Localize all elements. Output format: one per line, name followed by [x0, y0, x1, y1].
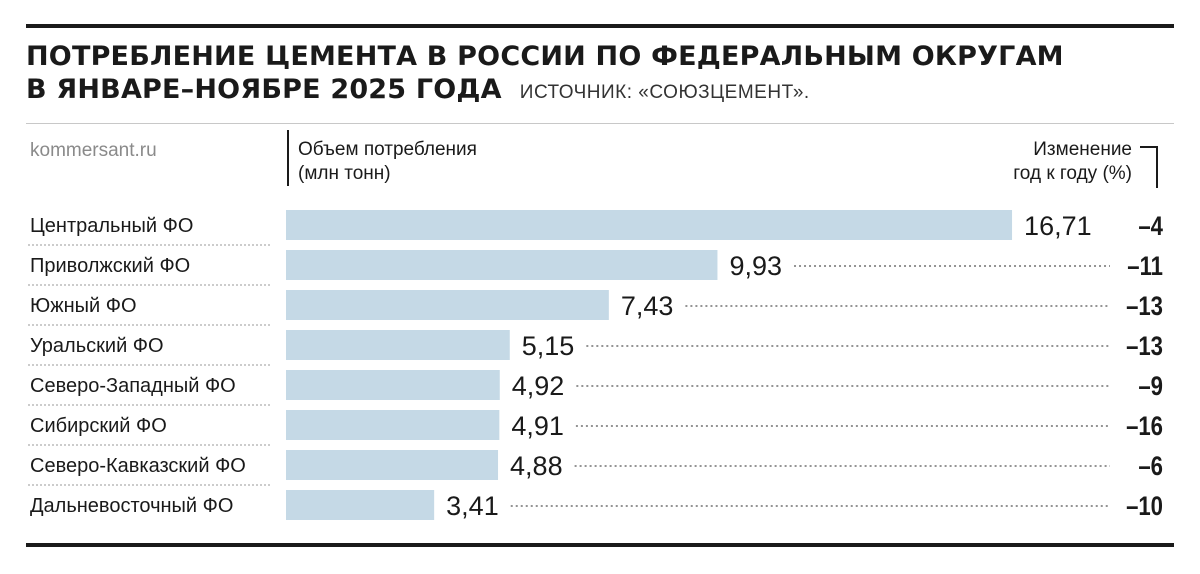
title-line-2: В ЯНВАРЕ–НОЯБРЕ 2025 ГОДА ИСТОЧНИК: «СОЮЗ… — [26, 73, 1064, 109]
bottom-rule — [26, 543, 1174, 547]
value-label: 4,91 — [511, 411, 564, 441]
volume-header-line-1: Объем потребления — [298, 139, 477, 160]
site-label: kommersant.ru — [30, 140, 157, 161]
category-label: Приволжский ФО — [30, 255, 190, 277]
change-label: –6 — [1138, 452, 1163, 482]
category-label: Сибирский ФО — [30, 415, 167, 437]
category-label: Центральный ФО — [30, 215, 193, 237]
bar — [286, 490, 435, 520]
bar — [286, 450, 499, 480]
change-label: –4 — [1138, 212, 1163, 242]
value-label: 4,92 — [512, 371, 565, 401]
source-note: ИСТОЧНИК: «СОЮЗЦЕМЕНТ». — [519, 82, 810, 103]
value-label: 5,15 — [522, 331, 575, 361]
bar — [286, 330, 510, 360]
category-label: Северо-Западный ФО — [30, 375, 236, 397]
category-label: Северо-Кавказский ФО — [30, 455, 246, 477]
change-header: Изменение год к году (%) — [1013, 138, 1132, 186]
value-label: 7,43 — [621, 291, 674, 321]
change-header-line-1: Изменение — [1033, 139, 1132, 160]
value-label: 16,71 — [1024, 211, 1092, 241]
category-label: Дальневосточный ФО — [30, 495, 233, 517]
change-header-line-2: год к году (%) — [1013, 163, 1132, 184]
top-rule — [26, 24, 1174, 28]
value-label: 4,88 — [510, 451, 563, 481]
category-label: Южный ФО — [30, 295, 137, 317]
value-label: 9,93 — [729, 251, 782, 281]
change-label: –16 — [1126, 412, 1163, 442]
value-label: 3,41 — [446, 491, 499, 521]
volume-header: Объем потребления (млн тонн) — [298, 138, 477, 186]
bar — [286, 410, 500, 440]
axis-separator — [287, 130, 289, 186]
title-line-1: ПОТРЕБЛЕНИЕ ЦЕМЕНТА В РОССИИ ПО ФЕДЕРАЛЬ… — [26, 41, 1064, 72]
change-label: –13 — [1126, 332, 1163, 362]
chart-title: ПОТРЕБЛЕНИЕ ЦЕМЕНТА В РОССИИ ПО ФЕДЕРАЛЬ… — [26, 40, 1064, 109]
change-label: –11 — [1127, 252, 1163, 282]
change-header-bracket — [1140, 146, 1158, 188]
bar — [286, 290, 609, 320]
category-label: Уральский ФО — [30, 335, 164, 357]
change-label: –9 — [1138, 372, 1163, 402]
change-label: –13 — [1126, 292, 1163, 322]
header-divider — [26, 123, 1174, 124]
bar — [286, 370, 500, 400]
title-line-2-text: В ЯНВАРЕ–НОЯБРЕ 2025 ГОДА — [26, 74, 502, 105]
volume-header-line-2: (млн тонн) — [298, 163, 391, 184]
bar — [286, 250, 718, 280]
bar — [286, 210, 1013, 240]
change-label: –10 — [1126, 492, 1163, 522]
